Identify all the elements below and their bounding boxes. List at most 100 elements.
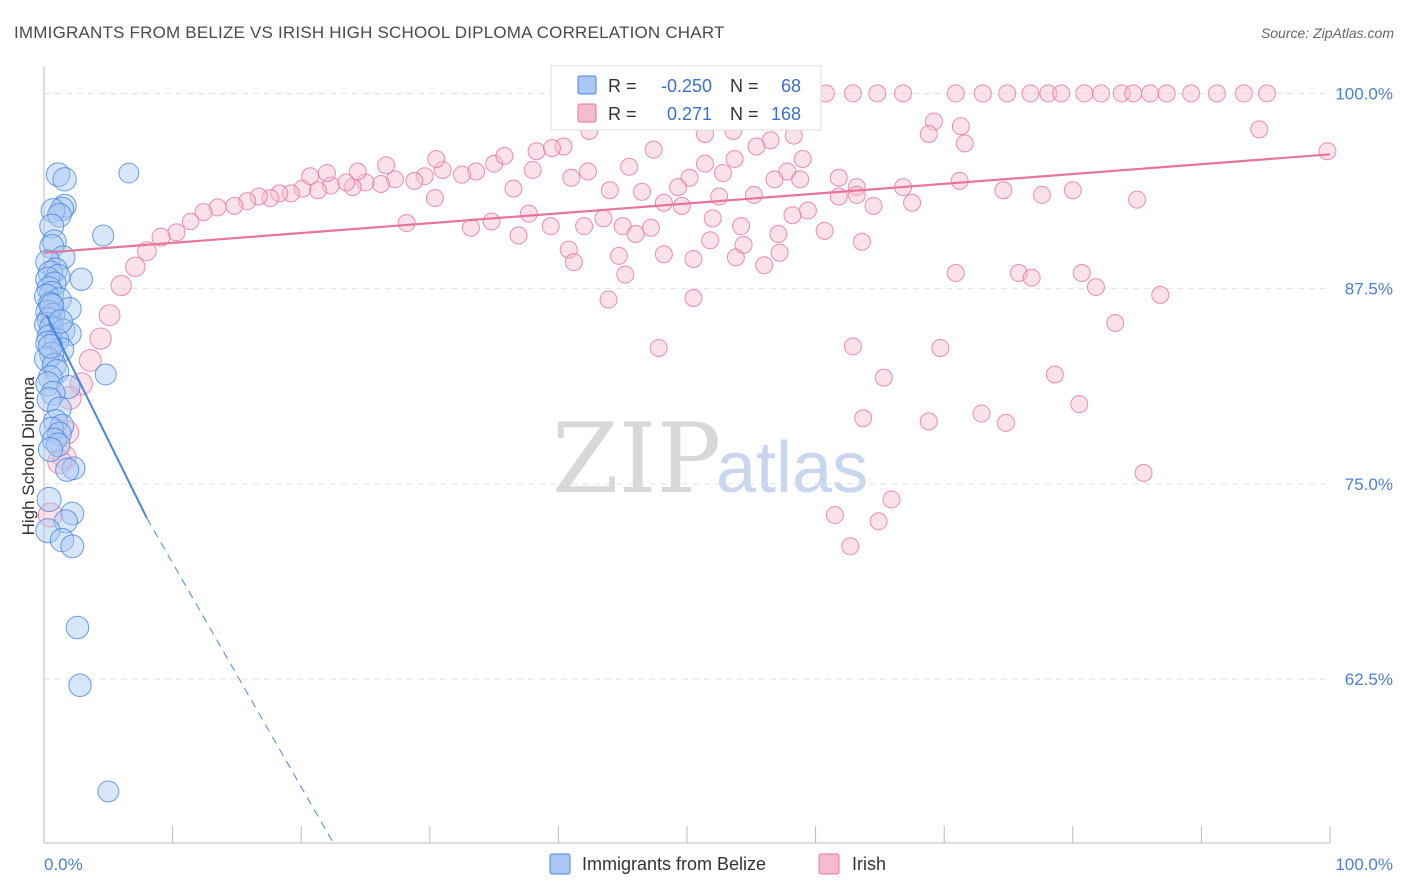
axes bbox=[43, 66, 1331, 844]
belize-point-31 bbox=[57, 321, 82, 346]
irish-point-102 bbox=[504, 179, 523, 198]
irish-point-11 bbox=[1092, 84, 1111, 103]
belize-point-9 bbox=[41, 229, 67, 255]
belize-point-62 bbox=[65, 615, 90, 640]
belize-point-66 bbox=[48, 309, 73, 334]
belize-point-17 bbox=[69, 267, 93, 291]
irish-point-121 bbox=[931, 338, 950, 357]
irish-point-41 bbox=[829, 168, 848, 187]
irish-point-35 bbox=[554, 137, 573, 156]
irish-point-92 bbox=[672, 196, 691, 215]
irish-point-45 bbox=[765, 170, 784, 189]
irish-point-5 bbox=[973, 84, 992, 103]
legend-n-label-belize: N = bbox=[730, 76, 759, 96]
irish-point-152 bbox=[348, 162, 367, 181]
irish-point-4 bbox=[946, 84, 965, 103]
irish-point-23 bbox=[1250, 120, 1269, 139]
watermark-atlas: atlas bbox=[716, 428, 868, 508]
irish-point-151 bbox=[495, 146, 514, 165]
irish-point-16 bbox=[1182, 84, 1201, 103]
irish-point-8 bbox=[1039, 84, 1058, 103]
irish-point-135 bbox=[649, 338, 668, 357]
irish-point-112 bbox=[755, 256, 774, 275]
irish-point-67 bbox=[270, 184, 289, 203]
irish-point-117 bbox=[1151, 285, 1170, 304]
irish-point-49 bbox=[578, 162, 597, 181]
irish-point-132 bbox=[869, 512, 888, 531]
irish-point-116 bbox=[1072, 264, 1091, 283]
irish-point-143 bbox=[1128, 190, 1147, 209]
irish-point-101 bbox=[594, 209, 613, 228]
irish-point-127 bbox=[843, 337, 862, 356]
irish-point-90 bbox=[632, 182, 651, 201]
irish-point-146 bbox=[798, 201, 817, 220]
belize-point-52 bbox=[45, 432, 71, 458]
belize-point-18 bbox=[41, 271, 67, 297]
irish-point-111 bbox=[684, 249, 703, 268]
legend-r-label-belize: R = bbox=[608, 76, 637, 96]
irish-point-50 bbox=[562, 168, 581, 187]
belize-point-58 bbox=[53, 509, 78, 534]
irish-point-145 bbox=[744, 185, 763, 204]
legend-n-value-irish: 168 bbox=[771, 104, 801, 124]
irish-point-57 bbox=[405, 171, 424, 190]
irish-point-55 bbox=[433, 160, 452, 179]
belize-point-61 bbox=[60, 534, 85, 559]
chart-source: Source: ZipAtlas.com bbox=[1261, 25, 1394, 41]
irish-point-81 bbox=[89, 327, 112, 350]
irish-point-95 bbox=[732, 217, 751, 236]
irish-point-125 bbox=[972, 404, 991, 423]
tick-labels: 62.5% 75.0% 87.5% 100.0% 0.0% 100.0% bbox=[44, 84, 1393, 874]
legend-bottom: Immigrants from Belize Irish bbox=[549, 853, 886, 875]
irish-point-6 bbox=[998, 84, 1017, 103]
irish-point-36 bbox=[527, 142, 546, 161]
irish-point-103 bbox=[519, 204, 538, 223]
irish-point-104 bbox=[482, 212, 501, 231]
belize-point-43 bbox=[56, 374, 81, 400]
irish-point-52 bbox=[485, 154, 504, 173]
watermark-zip: ZIP bbox=[552, 403, 721, 515]
irish-point-25 bbox=[951, 117, 970, 136]
irish-point-53 bbox=[467, 162, 486, 181]
x-tick-label-0: 0.0% bbox=[44, 855, 83, 874]
belize-trend-extension bbox=[146, 517, 334, 844]
irish-point-120 bbox=[1022, 268, 1041, 287]
irish-point-126 bbox=[1070, 395, 1089, 414]
irish-point-1 bbox=[843, 84, 862, 103]
irish-point-154 bbox=[301, 167, 320, 186]
y-axis-label: High School Diploma bbox=[19, 376, 38, 535]
irish-point-142 bbox=[1063, 181, 1082, 200]
legend-bottom-swatch-belize bbox=[549, 853, 571, 875]
irish-point-79 bbox=[110, 274, 132, 297]
irish-point-113 bbox=[852, 232, 871, 251]
irish-point-108 bbox=[509, 226, 528, 245]
irish-point-26 bbox=[919, 125, 938, 144]
irish-point-131 bbox=[825, 506, 844, 525]
belize-point-49 bbox=[39, 416, 65, 442]
irish-point-124 bbox=[996, 413, 1015, 432]
irish-point-9 bbox=[1052, 84, 1071, 103]
y-tick-label-3: 100.0% bbox=[1335, 84, 1393, 103]
irish-point-32 bbox=[747, 137, 766, 156]
irish-point-80 bbox=[98, 304, 121, 327]
irish-point-98 bbox=[575, 217, 594, 236]
legend-r-value-irish: 0.271 bbox=[667, 104, 712, 124]
irish-point-165 bbox=[564, 253, 583, 272]
irish-point-130 bbox=[1134, 463, 1153, 482]
belize-point-59 bbox=[35, 518, 61, 544]
irish-point-71 bbox=[225, 196, 244, 215]
irish-point-74 bbox=[181, 212, 200, 231]
irish-point-148 bbox=[542, 139, 561, 158]
belize-point-65 bbox=[39, 293, 65, 319]
irish-point-128 bbox=[874, 368, 893, 387]
irish-point-106 bbox=[397, 214, 416, 233]
belize-point-40 bbox=[94, 363, 117, 386]
irish-point-34 bbox=[644, 140, 663, 159]
irish-point-38 bbox=[793, 150, 812, 169]
irish-point-161 bbox=[609, 246, 628, 265]
irish-point-10 bbox=[1075, 84, 1094, 103]
irish-point-54 bbox=[452, 165, 471, 184]
irish-point-134 bbox=[599, 290, 618, 309]
irish-point-159 bbox=[626, 224, 645, 243]
irish-point-19 bbox=[1257, 84, 1276, 103]
